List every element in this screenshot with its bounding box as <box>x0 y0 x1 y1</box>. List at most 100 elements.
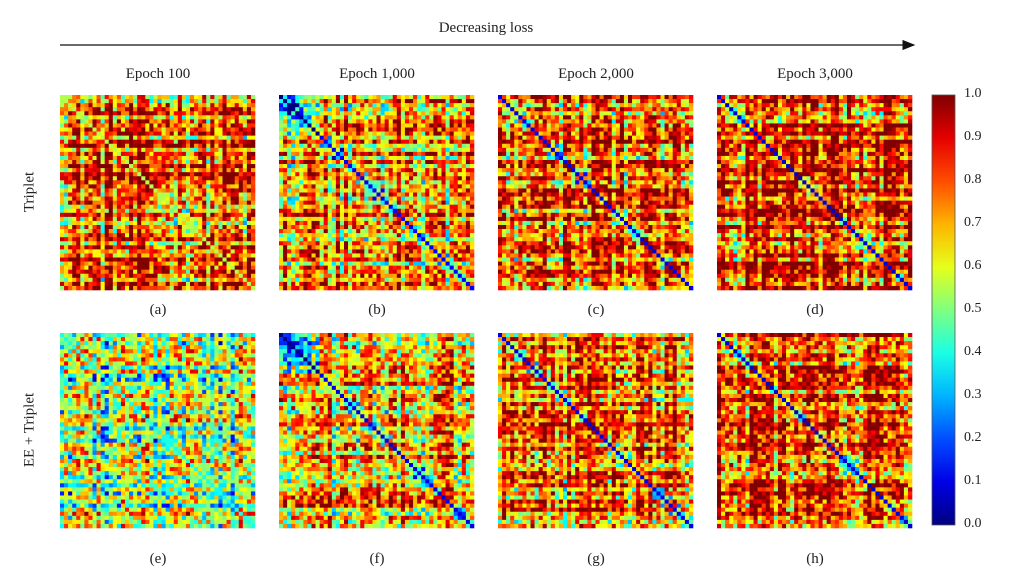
heatmap-cell <box>120 160 126 165</box>
heatmap-cell <box>194 123 199 128</box>
heatmap-cell <box>287 277 292 283</box>
heatmap-cell <box>417 139 422 145</box>
heatmap-cell <box>68 107 73 112</box>
heatmap-cell <box>437 277 442 283</box>
heatmap-cell <box>315 212 320 218</box>
heatmap-cell <box>417 196 422 201</box>
heatmap-cell <box>72 188 77 193</box>
heatmap-cell <box>133 95 138 100</box>
heatmap-cell <box>230 208 235 214</box>
heatmap-cell <box>72 241 77 246</box>
heatmap-cell <box>291 257 296 262</box>
heatmap-cell <box>335 192 341 197</box>
heatmap-cell <box>242 155 248 161</box>
heatmap-cell <box>116 119 122 124</box>
heatmap-cell <box>327 176 333 181</box>
heatmap-cell <box>137 155 142 161</box>
heatmap-cell <box>352 107 357 112</box>
heatmap-cell <box>522 99 527 104</box>
heatmap-cell <box>185 115 191 120</box>
heatmap-cell <box>100 119 105 124</box>
heatmap-cell <box>339 139 345 145</box>
heatmap-cell <box>92 168 97 173</box>
heatmap-cell <box>206 168 211 173</box>
heatmap-cell <box>125 188 130 193</box>
heatmap-cell <box>303 237 308 242</box>
heatmap-cell <box>125 237 130 242</box>
heatmap-cell <box>303 196 308 201</box>
heatmap-cell <box>190 123 195 128</box>
heatmap-cell <box>595 99 600 104</box>
heatmap-cell <box>433 151 438 157</box>
heatmap-cell <box>169 151 175 157</box>
heatmap-cell <box>194 208 199 214</box>
heatmap-cell <box>100 253 105 258</box>
heatmap-cell <box>100 131 105 136</box>
heatmap-cell <box>441 131 446 136</box>
heatmap-cell <box>202 176 207 181</box>
heatmap-cell <box>518 95 523 100</box>
heatmap-cell <box>376 135 381 140</box>
heatmap-cell <box>88 208 93 214</box>
heatmap-cell <box>80 285 85 291</box>
heatmap-cell <box>688 119 694 124</box>
heatmap-cell <box>96 281 101 287</box>
heatmap-cell <box>417 265 422 270</box>
heatmap-cell <box>437 265 442 270</box>
heatmap-cell <box>307 229 312 234</box>
heatmap-cell <box>680 107 686 112</box>
heatmap-cell <box>303 285 308 291</box>
heatmap-cell <box>242 151 248 157</box>
heatmap-cell <box>599 119 604 124</box>
heatmap-cell <box>230 172 235 177</box>
heatmap-cell <box>218 99 223 104</box>
heatmap-cell <box>64 200 69 205</box>
heatmap-cell <box>299 265 304 270</box>
heatmap-cell <box>112 168 118 173</box>
heatmap-cell <box>60 241 65 246</box>
heatmap-cell <box>68 147 73 153</box>
heatmap-cell <box>64 160 69 165</box>
heatmap-cell <box>185 99 191 104</box>
heatmap-cell <box>388 212 394 218</box>
heatmap-cell <box>104 196 110 201</box>
heatmap-cell <box>461 123 467 128</box>
heatmap-cell <box>295 127 300 132</box>
heatmap-cell <box>656 107 661 112</box>
heatmap-cell <box>112 131 118 136</box>
heatmap-cell <box>449 155 454 161</box>
heatmap-cell <box>433 257 438 262</box>
heatmap-cell <box>145 143 150 149</box>
heatmap-cell <box>125 155 130 161</box>
heatmap-cell <box>331 273 337 279</box>
heatmap-cell <box>400 99 406 104</box>
heatmap-cell <box>526 111 531 116</box>
heatmap-cell <box>575 123 580 128</box>
heatmap-cell <box>311 188 316 193</box>
heatmap-cell <box>112 241 118 246</box>
heatmap-cell <box>202 155 207 161</box>
heatmap-cell <box>425 225 430 230</box>
heatmap-cell <box>157 151 162 157</box>
heatmap-cell <box>242 119 248 124</box>
heatmap-cell <box>64 233 69 238</box>
heatmap-cell <box>173 196 179 201</box>
heatmap-cell <box>372 123 377 128</box>
heatmap-cell <box>538 123 543 128</box>
heatmap-cell <box>352 237 357 242</box>
heatmap-cell <box>510 115 515 120</box>
heatmap-cell <box>210 245 215 250</box>
heatmap-cell <box>185 257 191 262</box>
heatmap-cell <box>242 237 248 242</box>
heatmap-cell <box>169 172 175 177</box>
heatmap-cell <box>388 164 394 169</box>
heatmap-cell <box>331 135 337 140</box>
heatmap-cell <box>335 225 341 230</box>
heatmap-cell <box>567 111 572 116</box>
heatmap-cell <box>242 229 248 234</box>
heatmap-cell <box>149 265 154 270</box>
heatmap-cell <box>145 99 150 104</box>
heatmap-cell <box>214 216 219 222</box>
heatmap-cell <box>120 253 126 258</box>
heatmap-cell <box>238 135 244 140</box>
